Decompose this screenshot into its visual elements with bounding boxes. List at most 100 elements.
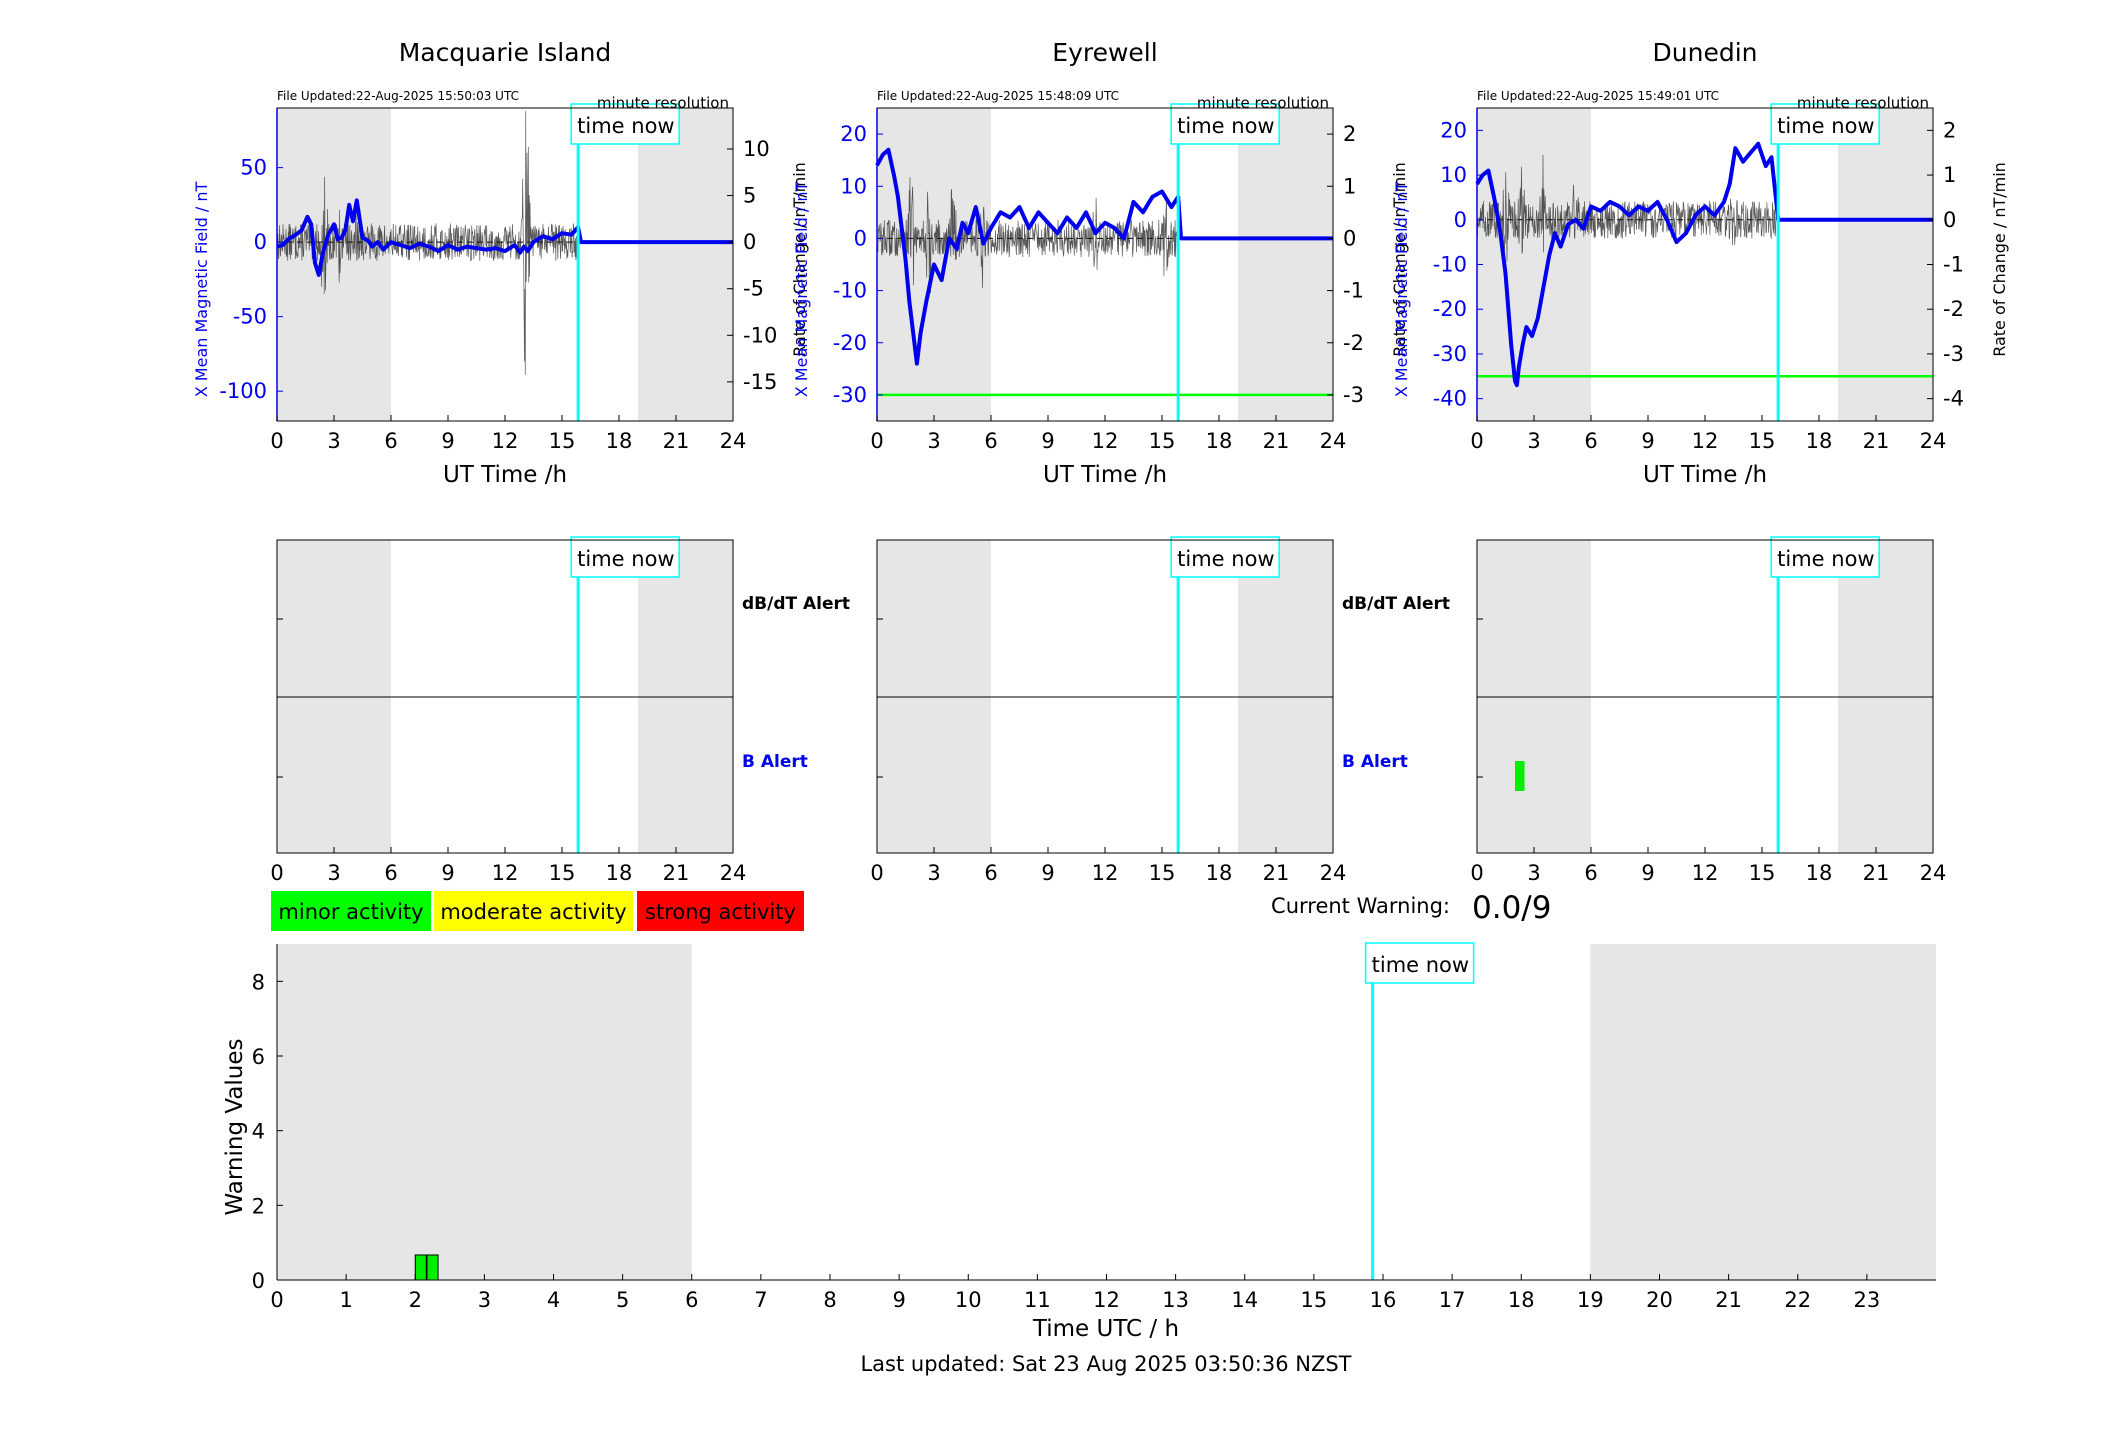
legend-label: moderate activity (440, 900, 626, 924)
x-tick-label: 3 (927, 861, 940, 885)
y-left-axis-label: X Mean Magnetic Field / nT (792, 182, 811, 398)
rate-of-change-series (276, 111, 578, 375)
y-right-tick-label: 10 (743, 137, 770, 161)
legend-swatch (637, 891, 804, 931)
magnetic-field-series (875, 147, 1333, 366)
y-left-tick-label: -20 (833, 331, 867, 355)
y-right-tick-label: 0 (1943, 208, 1956, 232)
y-right-tick-label: -15 (743, 370, 777, 394)
legend-swatch (271, 891, 431, 931)
x-tick-label: 6 (984, 429, 997, 453)
x-tick-label: 2 (409, 1288, 422, 1312)
legend-label: minor activity (278, 900, 423, 924)
y-right-axis-label: Rate of Change / nT/min (1990, 162, 2009, 357)
b-alert-bar (1515, 761, 1525, 791)
file-updated-label: File Updated:22-Aug-2025 15:48:09 UTC (877, 89, 1119, 103)
x-tick-label: 17 (1439, 1288, 1466, 1312)
x-tick-label: 1 (339, 1288, 352, 1312)
time-now-box (1170, 536, 1280, 578)
x-tick-label: 15 (549, 861, 576, 885)
y-right-tick-label: -2 (1343, 331, 1364, 355)
y-tick-label: 6 (252, 1045, 265, 1069)
y-left-tick-label: -20 (1433, 297, 1467, 321)
y-right-tick-label: 0 (1343, 226, 1356, 250)
x-tick-label: 21 (1263, 429, 1290, 453)
panel-title: Macquarie Island (399, 38, 612, 67)
x-tick-label: 3 (478, 1288, 491, 1312)
y-right-tick-label: 1 (1943, 163, 1956, 187)
y-right-tick-label: 2 (1343, 122, 1356, 146)
time-now-label: time now (1372, 953, 1469, 977)
file-updated-label: File Updated:22-Aug-2025 15:49:01 UTC (1477, 89, 1719, 103)
resolution-label: minute resolution (1797, 94, 1929, 112)
x-tick-label: 9 (441, 429, 454, 453)
time-now-label: time now (1777, 114, 1874, 138)
x-tick-label: 15 (1149, 429, 1176, 453)
time-now-label: time now (577, 114, 674, 138)
x-tick-label: 6 (685, 1288, 698, 1312)
file-updated-label: File Updated:22-Aug-2025 15:50:03 UTC (277, 89, 519, 103)
alert-panel-eyrewell: time now 0 3 6 9 12 15 18 21 24 dB/dT Alert B Alert (870, 536, 1450, 885)
y-left-tick-label: 0 (1454, 208, 1467, 232)
x-tick-label: 12 (1092, 861, 1119, 885)
x-tick-label: 12 (1093, 1288, 1120, 1312)
activity-legend: minor activity moderate activity strong ac… (271, 891, 804, 931)
y-right-tick-label: -3 (1343, 383, 1364, 407)
x-tick-label: 12 (492, 429, 519, 453)
current-warning: Current Warning: 0.0/9 (1271, 890, 1551, 926)
shaded-night-region (1590, 944, 1936, 1280)
time-now-box (1170, 103, 1280, 145)
resolution-label: minute resolution (597, 94, 729, 112)
y-left-tick-label: -10 (1433, 253, 1467, 277)
x-tick-label: 22 (1784, 1288, 1811, 1312)
x-tick-label: 15 (1749, 861, 1776, 885)
y-left-tick-label: 0 (854, 226, 867, 250)
y-left-axis-label: X Mean Magnetic Field / nT (1392, 182, 1411, 398)
x-tick-label: 0 (270, 429, 283, 453)
y-left-tick-label: 20 (1440, 118, 1467, 142)
magnetic-field-series (1475, 141, 1933, 388)
x-tick-label: 4 (547, 1288, 560, 1312)
x-tick-label: 23 (1854, 1288, 1881, 1312)
current-warning-value: 0.0/9 (1472, 890, 1551, 926)
x-tick-label: 21 (1715, 1288, 1742, 1312)
x-tick-label: 6 (984, 861, 997, 885)
y-right-tick-label: 5 (743, 184, 756, 208)
b-alert-label: B Alert (1342, 752, 1408, 772)
x-tick-label: 13 (1162, 1288, 1189, 1312)
y-right-tick-label: -5 (743, 277, 764, 301)
x-tick-label: 24 (1320, 861, 1347, 885)
y-tick-label: 4 (252, 1120, 265, 1144)
x-tick-label: 21 (663, 861, 690, 885)
y-tick-label: 2 (252, 1194, 265, 1218)
y-right-tick-label: -1 (1343, 279, 1364, 303)
x-tick-label: 0 (1470, 429, 1483, 453)
panel-title: Dunedin (1653, 38, 1758, 67)
x-tick-label: 14 (1231, 1288, 1258, 1312)
y-right-tick-label: 0 (743, 230, 756, 254)
b-alert-label: B Alert (742, 752, 808, 772)
y-right-tick-label: 1 (1343, 174, 1356, 198)
x-tick-label: 15 (1149, 861, 1176, 885)
x-tick-label: 24 (720, 429, 747, 453)
x-tick-label: 8 (823, 1288, 836, 1312)
dbdt-alert-label: dB/dT Alert (1342, 594, 1450, 614)
y-right-axis-label: Rate of Change / nT/min (790, 162, 809, 357)
time-now-label-box: time now (1770, 103, 1880, 145)
time-now-label-box: time now (570, 103, 680, 145)
x-tick-label: 9 (1041, 429, 1054, 453)
x-tick-label: 18 (1806, 429, 1833, 453)
x-tick-label: 3 (327, 429, 340, 453)
x-tick-label: 6 (384, 429, 397, 453)
x-axis-label: UT Time /h (443, 462, 567, 488)
y-left-tick-label: -30 (1433, 342, 1467, 366)
y-axis-label: Warning Values (222, 1038, 248, 1215)
shaded-night-region (1477, 108, 1591, 421)
y-right-axis-label: Rate of Change / nT/min (1390, 162, 1409, 357)
x-tick-label: 9 (1641, 861, 1654, 885)
y-left-axis-label: X Mean Magnetic Field / nT (192, 182, 211, 398)
x-tick-label: 18 (1508, 1288, 1535, 1312)
legend-item-strong: strong activity (637, 891, 804, 931)
shaded-night-region (277, 108, 391, 421)
